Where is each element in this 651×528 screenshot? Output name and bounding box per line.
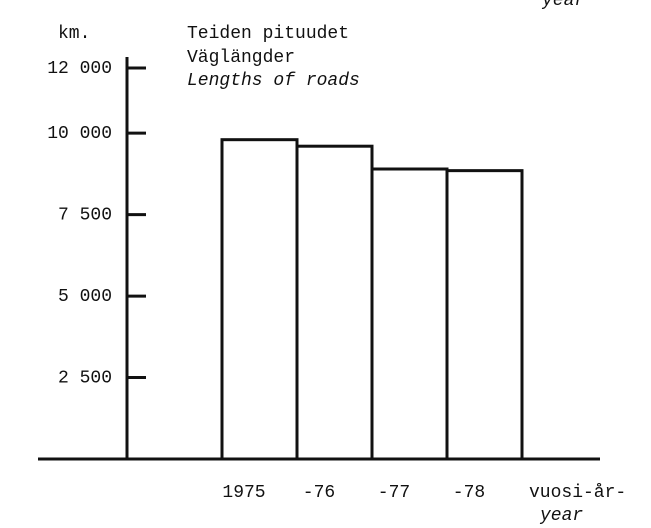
y-axis-label: km. <box>58 24 90 44</box>
y-tick-label: 7 500 <box>58 205 112 225</box>
chart-title: Teiden pituudet <box>187 24 349 44</box>
x-tick-label: -78 <box>453 483 485 503</box>
y-tick-label: 12 000 <box>47 59 112 79</box>
bar <box>220 138 299 461</box>
chart-subtitle: Väglängder <box>187 48 295 68</box>
x-tick-label: 1975 <box>222 483 265 503</box>
bar <box>295 144 374 461</box>
y-tick-label: 10 000 <box>47 124 112 144</box>
y-tick-label: 5 000 <box>58 287 112 307</box>
x-tick-label: -76 <box>303 483 335 503</box>
annotation: year <box>541 0 585 11</box>
y-tick-label: 2 500 <box>58 368 112 388</box>
x-axis-label: vuosi-år- <box>529 483 626 503</box>
bar <box>445 169 524 461</box>
x-axis-label: year <box>539 506 583 526</box>
bar <box>370 167 449 461</box>
x-tick-label: -77 <box>378 483 410 503</box>
chart-subtitle: Lengths of roads <box>187 71 360 91</box>
